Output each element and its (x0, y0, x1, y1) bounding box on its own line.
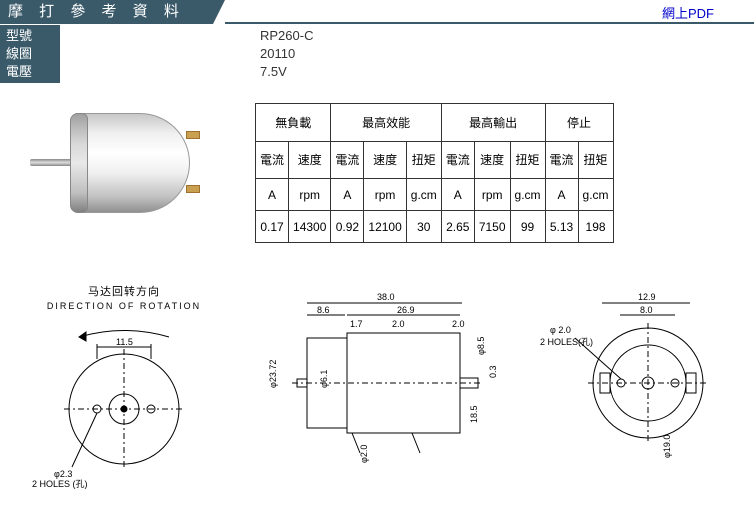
table-row: 電流 速度 電流 速度 扭矩 電流 速度 扭矩 電流 扭矩 (256, 141, 614, 179)
col-current: 電流 (545, 141, 578, 179)
svg-text:2 HOLES(孔): 2 HOLES(孔) (540, 337, 593, 347)
cell: 99 (510, 211, 545, 243)
pdf-link[interactable]: 網上PDF (662, 3, 714, 22)
value-coil: 20110 (260, 45, 313, 63)
performance-table: 無負載 最高效能 最高輸出 停止 電流 速度 電流 速度 扭矩 電流 速度 扭矩… (255, 103, 614, 243)
svg-text:8.6: 8.6 (317, 305, 330, 315)
unit-A: A (331, 179, 364, 211)
unit-rpm: rpm (474, 179, 510, 211)
group-maxout: 最高輸出 (441, 104, 545, 142)
side-view-icon: 38.0 26.9 8.6 1.7 2.0 2.0 φ23.72 φ6.1 φ2… (252, 283, 512, 483)
spec-labels: 型號 線圈 電壓 (0, 25, 60, 83)
col-speed: 速度 (364, 141, 406, 179)
drawing-title-cn: 马达回转方向 (24, 283, 224, 299)
cell: 7150 (474, 211, 510, 243)
table-row: 0.17 14300 0.92 12100 30 2.65 7150 99 5.… (256, 211, 614, 243)
cell: 12100 (364, 211, 406, 243)
svg-text:1.7: 1.7 (350, 319, 363, 329)
svg-text:φ23.72: φ23.72 (268, 360, 278, 388)
drawing-side: 38.0 26.9 8.6 1.7 2.0 2.0 φ23.72 φ6.1 φ2… (252, 283, 512, 489)
svg-text:8.0: 8.0 (640, 305, 653, 315)
col-torque: 扭矩 (406, 141, 441, 179)
motor-shaft-icon (30, 159, 72, 166)
col-torque: 扭矩 (578, 141, 613, 179)
label-voltage: 電壓 (6, 63, 54, 81)
page-title: 摩 打 參 考 資 料 (0, 0, 213, 24)
col-speed: 速度 (289, 141, 331, 179)
svg-text:φ8.5: φ8.5 (476, 337, 486, 355)
header-bar: 摩 打 參 考 資 料 (0, 0, 754, 24)
motor-photo (0, 103, 240, 243)
svg-text:26.9: 26.9 (397, 305, 415, 315)
group-maxeff: 最高效能 (331, 104, 441, 142)
unit-rpm: rpm (289, 179, 331, 211)
cell: 2.65 (441, 211, 474, 243)
spec-info: 型號 線圈 電壓 RP260-C 20110 7.5V (0, 25, 754, 83)
unit-A: A (441, 179, 474, 211)
svg-text:φ19.0: φ19.0 (662, 435, 672, 458)
svg-text:18.5: 18.5 (469, 405, 479, 423)
col-speed: 速度 (474, 141, 510, 179)
svg-text:φ2.0: φ2.0 (359, 445, 369, 463)
unit-gcm: g.cm (406, 179, 441, 211)
cell: 0.17 (256, 211, 289, 243)
svg-text:2.0: 2.0 (392, 319, 405, 329)
spec-values: RP260-C 20110 7.5V (60, 25, 513, 83)
unit-gcm: g.cm (578, 179, 613, 211)
unit-rpm: rpm (364, 179, 406, 211)
value-model: RP260-C (260, 27, 313, 45)
svg-text:2.0: 2.0 (452, 319, 465, 329)
drawing-front: 马达回转方向 DIRECTION OF ROTATION 11.5 φ2.3 2… (24, 283, 224, 489)
content-area: 無負載 最高效能 最高輸出 停止 電流 速度 電流 速度 扭矩 電流 速度 扭矩… (0, 103, 754, 243)
svg-text:11.5: 11.5 (116, 337, 133, 347)
svg-text:2 HOLES (孔): 2 HOLES (孔) (32, 479, 88, 489)
label-coil: 線圈 (6, 45, 54, 63)
motor-endcap-icon (70, 113, 88, 213)
group-stall: 停止 (545, 104, 613, 142)
unit-A: A (256, 179, 289, 211)
cell: 5.13 (545, 211, 578, 243)
col-torque: 扭矩 (510, 141, 545, 179)
svg-text:φ2.3: φ2.3 (54, 469, 72, 479)
motor-terminal-icon (186, 185, 200, 193)
engineering-drawings: 马达回转方向 DIRECTION OF ROTATION 11.5 φ2.3 2… (0, 283, 754, 489)
drawing-title-en: DIRECTION OF ROTATION (24, 301, 224, 311)
table-row: 無負載 最高效能 最高輸出 停止 (256, 104, 614, 142)
col-current: 電流 (441, 141, 474, 179)
drawing-rear: 12.9 8.0 φ 2.0 2 HOLES(孔) φ19.0 (540, 283, 730, 489)
cell: 14300 (289, 211, 331, 243)
rear-view-icon: 12.9 8.0 φ 2.0 2 HOLES(孔) φ19.0 (540, 283, 730, 483)
col-current: 電流 (331, 141, 364, 179)
cell: 0.92 (331, 211, 364, 243)
motor-can-icon (70, 113, 190, 213)
group-noload: 無負載 (256, 104, 331, 142)
value-voltage: 7.5V (260, 63, 313, 81)
front-view-icon: 11.5 φ2.3 2 HOLES (孔) (24, 319, 224, 489)
cell: 198 (578, 211, 613, 243)
unit-gcm: g.cm (510, 179, 545, 211)
unit-A: A (545, 179, 578, 211)
col-current: 電流 (256, 141, 289, 179)
svg-text:0.3: 0.3 (488, 365, 498, 378)
cell: 30 (406, 211, 441, 243)
motor-terminal-icon (186, 131, 200, 139)
svg-text:38.0: 38.0 (377, 292, 395, 302)
table-row: A rpm A rpm g.cm A rpm g.cm A g.cm (256, 179, 614, 211)
svg-text:12.9: 12.9 (638, 292, 656, 302)
svg-text:φ6.1: φ6.1 (319, 370, 329, 388)
svg-text:φ 2.0: φ 2.0 (550, 325, 571, 335)
label-model: 型號 (6, 27, 54, 45)
